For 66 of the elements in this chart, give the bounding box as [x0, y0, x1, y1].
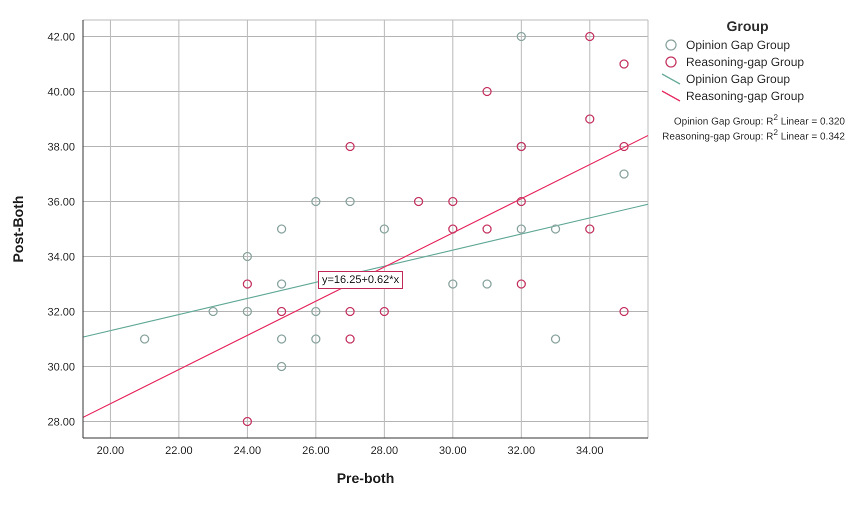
- point: [276, 306, 286, 316]
- point: [276, 362, 286, 372]
- point: [585, 32, 594, 42]
- legend-label: Reasoning-gap Group: [686, 88, 804, 102]
- point: [482, 224, 492, 234]
- point: [448, 196, 458, 206]
- point: [208, 306, 218, 316]
- y-axis-title: Post-Both: [10, 196, 26, 262]
- point: [345, 142, 355, 152]
- x-tick-label: 34.00: [576, 444, 604, 457]
- y-tick-label: 42.00: [47, 31, 75, 44]
- text: Reasoning-gap Group: R$^{2}$ Linear = 0.342: [661, 127, 845, 143]
- point: [448, 224, 458, 234]
- point: [311, 334, 320, 344]
- point: [345, 334, 355, 344]
- legend-title: Group: [726, 18, 770, 34]
- point: [619, 142, 629, 152]
- y-tick-label: 28.00: [47, 416, 75, 428]
- point: [242, 416, 252, 426]
- point: [516, 196, 526, 206]
- point: [140, 334, 150, 344]
- x-tick-label: 28.00: [370, 444, 398, 457]
- y-tick-label: 32.00: [47, 306, 75, 318]
- y-tick-label: 36.00: [47, 196, 75, 208]
- point: [619, 169, 629, 179]
- x-tick-label: 22.00: [165, 444, 193, 457]
- x-tick-label: 26.00: [302, 444, 330, 457]
- y-tick-label: 40.00: [47, 86, 75, 98]
- point: [276, 224, 286, 234]
- point: [242, 306, 252, 316]
- x-tick-label: 20.00: [96, 444, 124, 457]
- annotation: y=16.25+0.62*x: [318, 271, 404, 289]
- x-tick-label: 30.00: [439, 444, 467, 457]
- point: [516, 224, 526, 234]
- point: [585, 114, 594, 124]
- legend-label: Opinion Gap Group: [686, 38, 790, 52]
- point: [482, 86, 492, 96]
- point: [482, 279, 492, 289]
- point: [242, 279, 252, 289]
- point: [448, 279, 458, 289]
- point: [619, 59, 629, 69]
- point: [311, 196, 320, 206]
- point: [550, 224, 560, 234]
- point: [276, 334, 286, 344]
- y-tick-label: 34.00: [47, 251, 75, 264]
- point: [380, 306, 389, 316]
- point: [619, 306, 629, 316]
- x-tick-label: 32.00: [508, 444, 536, 457]
- point: [585, 224, 594, 234]
- y-tick-label: 38.00: [47, 141, 75, 154]
- x-axis-title: Pre-both: [336, 470, 394, 486]
- text: Opinion Gap Group: R$^{2}$ Linear = 0.320: [672, 112, 845, 128]
- point: [345, 196, 355, 206]
- y-tick-label: 30.00: [47, 361, 75, 374]
- point: [516, 279, 526, 289]
- point: [276, 279, 286, 289]
- point: [550, 334, 560, 344]
- point: [345, 306, 355, 316]
- point: [311, 306, 320, 316]
- legend-label: Reasoning-gap Group: [686, 54, 804, 68]
- point: [242, 252, 252, 262]
- point: [380, 224, 389, 234]
- legend-label: Opinion Gap Group: [686, 72, 790, 86]
- point: [414, 196, 424, 206]
- point: [516, 32, 526, 42]
- x-tick-label: 24.00: [234, 444, 262, 457]
